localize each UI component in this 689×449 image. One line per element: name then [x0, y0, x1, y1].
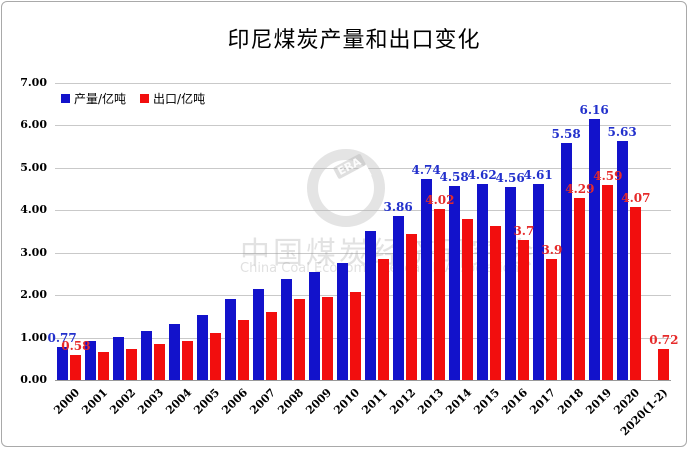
- bar-export-2018: [574, 197, 586, 380]
- y-tick-label-7.00: 7.00: [20, 76, 47, 89]
- data-label-production-2018: 5.58: [551, 127, 581, 142]
- bar-production-2015: [476, 183, 488, 380]
- data-label-production-2016: 4.56: [495, 170, 525, 185]
- bar-production-2001: [84, 340, 96, 380]
- bar-production-2016: [504, 186, 516, 380]
- data-label-production-2012: 3.86: [383, 200, 413, 215]
- legend-item-production: 产量/亿吨: [61, 90, 126, 107]
- gridline-0.00: [55, 380, 671, 381]
- data-label-production-2014: 4.58: [439, 169, 469, 184]
- bar-export-2008: [294, 299, 306, 380]
- bar-production-2010: [336, 263, 348, 380]
- export-swatch-icon: [140, 94, 150, 103]
- gridline-7.00: [55, 83, 671, 84]
- bar-export-2012: [406, 234, 418, 380]
- bar-production-2013: [420, 178, 432, 380]
- bar-export-2016: [518, 239, 530, 380]
- bar-export-2014: [462, 218, 474, 380]
- data-label-production-2015: 4.62: [467, 167, 497, 182]
- bar-export-2002: [126, 348, 138, 380]
- data-label-export-2013: 4.02: [425, 193, 455, 208]
- y-tick-label-2.00: 2.00: [20, 288, 47, 302]
- bar-export-2009: [322, 297, 334, 380]
- y-tick-label-5.00: 5.00: [20, 160, 47, 174]
- bar-export-2007: [266, 312, 278, 380]
- data-label-export-2020: 4.07: [621, 191, 651, 206]
- bar-production-2020: [616, 141, 628, 380]
- bar-export-2010: [350, 291, 362, 380]
- gridline-3.00: [55, 252, 671, 254]
- gridline-4.00: [55, 210, 671, 212]
- bar-production-2000: [56, 347, 68, 380]
- data-label-production-2000: 0.77: [47, 331, 77, 346]
- data-label-export-2000: 0.58: [61, 339, 91, 354]
- bar-export-2000: [70, 355, 82, 380]
- gridline-6.00: [55, 125, 671, 127]
- bar-production-2002: [112, 336, 124, 380]
- bar-production-2003: [140, 331, 152, 380]
- bar-production-2014: [448, 185, 460, 380]
- bar-production-2004: [168, 323, 180, 380]
- bar-production-2005: [196, 315, 208, 380]
- data-label-export-2020(1-2): 0.72: [649, 333, 679, 348]
- bar-export-2020: [630, 207, 642, 380]
- data-label-production-2017: 4.61: [523, 168, 553, 183]
- bar-production-2008: [280, 279, 292, 380]
- data-label-export-2017: 3.9: [541, 243, 563, 258]
- bar-export-2011: [378, 259, 390, 380]
- legend-label-production: 产量/亿吨: [74, 92, 127, 106]
- y-tick-label-1.00: 1.00: [20, 330, 47, 344]
- data-label-export-2016: 3.7: [513, 223, 535, 238]
- bar-production-2007: [252, 288, 264, 380]
- chart-legend: 产量/亿吨 出口/亿吨: [61, 90, 205, 107]
- bar-export-2005: [210, 333, 222, 380]
- y-tick-label-3.00: 3.00: [20, 245, 47, 259]
- gridline-2.00: [55, 295, 671, 297]
- data-label-production-2013: 4.74: [411, 162, 441, 177]
- bar-export-2017: [546, 259, 558, 380]
- bar-production-2006: [224, 299, 236, 380]
- data-label-production-2020: 5.63: [607, 125, 637, 140]
- bar-export-2001: [98, 352, 110, 380]
- data-label-production-2019: 6.16: [579, 102, 609, 117]
- bar-production-2019: [588, 118, 600, 380]
- bar-export-2004: [182, 340, 194, 380]
- y-tick-label-6.00: 6.00: [20, 118, 47, 132]
- bar-export-2013: [434, 209, 446, 380]
- data-label-export-2018: 4.29: [565, 181, 595, 196]
- y-tick-label-4.00: 4.00: [20, 203, 47, 217]
- data-label-export-2019: 4.59: [593, 169, 623, 184]
- bar-export-2019: [602, 185, 614, 380]
- production-swatch-icon: [61, 94, 70, 103]
- bar-export-2006: [238, 319, 250, 380]
- legend-label-export: 出口/亿吨: [153, 92, 206, 106]
- bar-production-2012: [392, 216, 404, 380]
- bar-production-2009: [308, 272, 320, 380]
- bar-production-2018: [560, 143, 572, 380]
- bar-production-2011: [364, 230, 376, 380]
- chart-title: 印尼煤炭产量和出口变化: [227, 28, 481, 53]
- y-tick-label-0.00: 0.00: [20, 373, 47, 386]
- bar-export-2015: [490, 225, 502, 380]
- bar-production-2017: [532, 184, 544, 380]
- gridline-1.00: [55, 337, 671, 339]
- legend-item-export: 出口/亿吨: [140, 90, 205, 107]
- bar-export-2020(1-2): [658, 349, 670, 380]
- bar-export-2003: [154, 343, 166, 380]
